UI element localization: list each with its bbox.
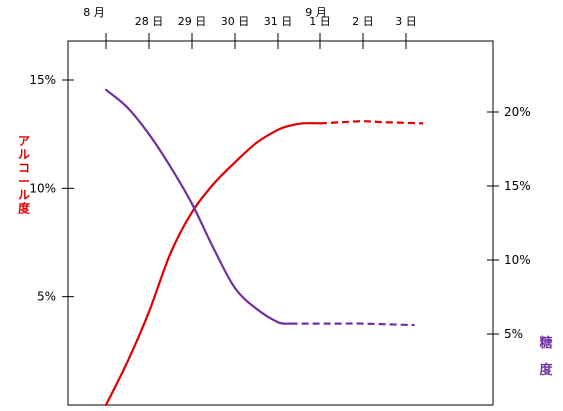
- y-right-axis-title-char-0: 糖: [539, 335, 552, 351]
- y-left-axis-title: アルコール度: [18, 134, 31, 216]
- series-left-dashed-line: [319, 120, 424, 125]
- y-right-tick-label-3: 20%: [504, 105, 531, 119]
- y-right-tick-label-0: 5%: [504, 327, 523, 341]
- x-tick-label-5: 1 日: [309, 15, 331, 28]
- y-left-axis-title-char: 度: [18, 201, 31, 216]
- x-tick-label-2: 29 日: [178, 15, 207, 28]
- series-left-solid-line: [104, 122, 322, 407]
- y-left-tick-label-1: 10%: [29, 181, 56, 195]
- y-left-axis-title-char: ル: [18, 148, 30, 162]
- y-left-axis-title-char: ア: [18, 134, 30, 148]
- y-left-axis-title-char: ー: [18, 175, 30, 189]
- series-right-solid-line: [104, 88, 292, 325]
- y-left-tick-label-0: 5%: [37, 290, 56, 304]
- month-label-aug: 8 月: [83, 6, 105, 19]
- x-tick-label-1: 28 日: [135, 15, 164, 28]
- y-right-tick-label-2: 15%: [504, 179, 531, 193]
- x-tick-label-7: 3 日: [395, 15, 417, 28]
- y-right-tick-label-1: 10%: [504, 253, 531, 267]
- y-right-axis-title-char-1: 度: [539, 362, 553, 378]
- y-left-tick-label-2: 15%: [29, 73, 56, 87]
- month-label-sep: 9 月: [305, 6, 327, 19]
- x-tick-label-4: 31 日: [264, 15, 293, 28]
- series-right-dashed-line: [290, 322, 415, 327]
- y-left-axis-title-char: コ: [18, 161, 30, 175]
- y-left-axis-title-char: ル: [18, 188, 30, 202]
- x-tick-label-3: 30 日: [221, 15, 250, 28]
- x-tick-label-6: 2 日: [352, 15, 374, 28]
- plot-frame: [67, 40, 494, 406]
